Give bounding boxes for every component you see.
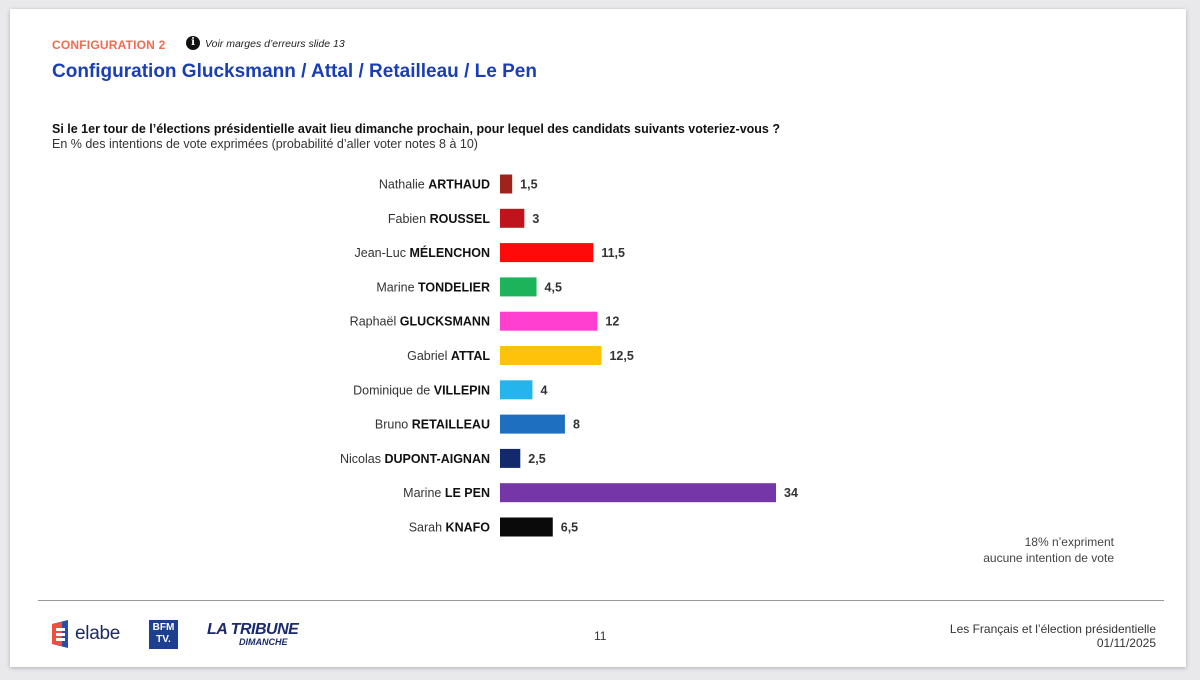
candidate-first-name: Gabriel — [407, 349, 451, 363]
bfmtv-logo: BFM TV. — [149, 620, 178, 649]
category-label: Sarah KNAFO — [409, 521, 491, 535]
value-label: 12,5 — [609, 349, 633, 363]
value-label: 4,5 — [545, 280, 562, 294]
bar — [500, 483, 776, 503]
category-label: Nathalie ARTHAUD — [379, 178, 490, 192]
value-label: 3 — [532, 212, 539, 226]
candidate-first-name: Marine — [376, 280, 418, 294]
elabe-logo: elabe — [50, 620, 142, 650]
note-line-2: aucune intention de vote — [983, 551, 1114, 565]
candidate-first-name: Nathalie — [379, 178, 428, 192]
elabe-mark-icon — [52, 620, 68, 648]
bfm-text: BFM — [152, 622, 175, 633]
value-label: 2,5 — [528, 452, 545, 466]
candidate-last-name: GLUCKSMANN — [400, 315, 490, 329]
value-label: 11,5 — [601, 246, 625, 260]
study-date: 01/11/2025 — [1096, 636, 1156, 650]
tribune-subtitle: DIMANCHE — [239, 637, 288, 647]
candidate-first-name: Nicolas — [340, 452, 384, 466]
tribune-wordmark: LA TRIBUNE — [207, 621, 299, 638]
value-label: 4 — [540, 383, 547, 397]
tv-text: TV. — [156, 634, 171, 645]
error-margin-note: Voir marges d’erreurs slide 13 — [205, 38, 345, 50]
category-label: Nicolas DUPONT-AIGNAN — [340, 452, 490, 466]
slide-title: Configuration Glucksmann / Attal / Retai… — [52, 61, 537, 82]
note-line-1: 18% n’expriment — [1024, 535, 1114, 549]
category-label: Gabriel ATTAL — [407, 349, 490, 363]
candidate-first-name: Sarah — [409, 521, 446, 535]
bar — [500, 448, 521, 468]
category-label: Marine LE PEN — [403, 486, 490, 500]
candidate-last-name: ATTAL — [451, 349, 490, 363]
bar — [500, 174, 513, 194]
survey-subtitle: En % des intentions de vote exprimées (p… — [52, 137, 478, 151]
footer-divider — [38, 600, 1164, 601]
category-label: Marine TONDELIER — [376, 280, 490, 294]
abstention-note: 18% n’expriment aucune intention de vote — [894, 534, 1114, 566]
bar — [500, 346, 602, 365]
bar — [500, 311, 598, 331]
la-tribune-logo: LA TRIBUNE DIMANCHE — [207, 621, 317, 651]
candidate-last-name: KNAFO — [446, 521, 491, 535]
configuration-tag: CONFIGURATION 2 — [52, 38, 166, 52]
value-label: 12 — [605, 315, 619, 329]
category-label: Raphaël GLUCKSMANN — [350, 315, 490, 329]
candidate-last-name: MÉLENCHON — [409, 245, 490, 260]
bar — [500, 277, 537, 297]
elabe-wordmark: elabe — [75, 623, 120, 644]
bar — [500, 380, 533, 400]
candidate-last-name: LE PEN — [445, 486, 490, 500]
candidate-last-name: VILLEPIN — [434, 383, 490, 397]
bar — [500, 517, 553, 537]
candidate-last-name: ARTHAUD — [428, 178, 490, 192]
candidate-first-name: Fabien — [388, 212, 430, 226]
page-number: 11 — [594, 629, 607, 643]
candidate-last-name: ROUSSEL — [430, 212, 491, 226]
bar-chart: Nathalie ARTHAUD 1,5 Fabien ROUSSEL 3 Jean-L… — [340, 174, 798, 537]
candidate-first-name: Dominique de — [353, 383, 434, 397]
info-circle-icon: i — [186, 36, 200, 50]
slide: CONFIGURATION 2 i Voir marges d’erreurs … — [10, 9, 1186, 667]
footer-info: Les Français et l’élection présidentiell… — [950, 622, 1156, 650]
category-label: Fabien ROUSSEL — [388, 212, 490, 226]
bar — [500, 243, 594, 263]
candidate-first-name: Bruno — [375, 418, 412, 432]
category-label: Jean-Luc MÉLENCHON — [355, 245, 490, 260]
candidate-first-name: Raphaël — [350, 315, 400, 329]
candidate-first-name: Jean-Luc — [355, 246, 410, 260]
candidate-first-name: Marine — [403, 486, 445, 500]
study-title: Les Français et l’élection présidentiell… — [949, 622, 1156, 636]
survey-question: Si le 1er tour de l’élections présidenti… — [52, 122, 780, 136]
bar — [500, 208, 525, 228]
value-label: 6,5 — [561, 521, 578, 535]
candidate-last-name: DUPONT-AIGNAN — [384, 452, 490, 466]
candidate-last-name: RETAILLEAU — [412, 418, 490, 432]
candidate-last-name: TONDELIER — [418, 280, 490, 294]
category-label: Dominique de VILLEPIN — [353, 383, 490, 397]
category-label: Bruno RETAILLEAU — [375, 418, 490, 432]
value-label: 1,5 — [520, 178, 537, 192]
value-label: 8 — [573, 418, 580, 432]
bar — [500, 414, 565, 434]
value-label: 34 — [784, 486, 798, 500]
